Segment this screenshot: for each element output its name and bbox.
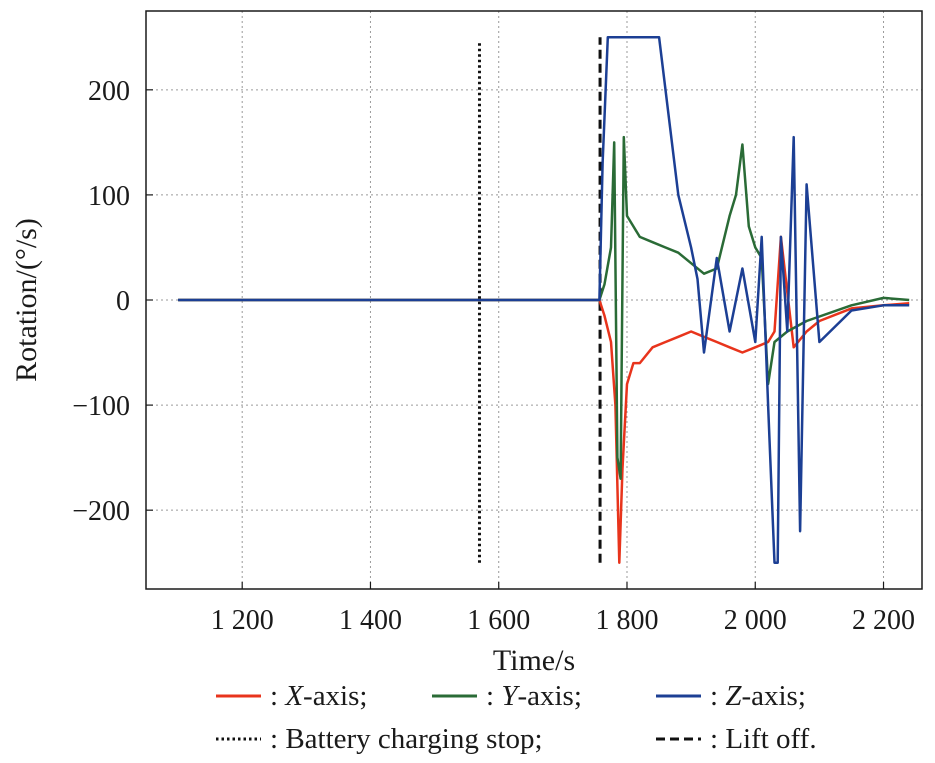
legend-entry: : X-axis;: [216, 680, 367, 712]
y-axis-label: Rotation/(°/s): [10, 218, 43, 382]
y-tick-label: −200: [72, 496, 130, 527]
y-tick-label: 100: [88, 181, 130, 212]
x-axis-label: Time/s: [493, 644, 575, 677]
legend-entry: : Lift off.: [656, 723, 817, 755]
x-tick-label: 1 600: [467, 605, 530, 636]
legend-label: : Z-axis;: [710, 680, 806, 712]
legend-entry: : Z-axis;: [656, 680, 806, 712]
legend-label: : Battery charging stop;: [270, 723, 543, 755]
legend-entry: : Battery charging stop;: [216, 723, 543, 755]
series-line: [178, 36, 910, 564]
x-tick-label: 1 400: [339, 605, 402, 636]
data-series: [178, 36, 910, 564]
legend: : X-axis; : Y-axis; : Z-axis; : Battery cha…: [216, 680, 817, 755]
series-line: [178, 135, 910, 480]
x-tick-label: 2 000: [724, 605, 787, 636]
legend-label: : Y-axis;: [486, 680, 582, 712]
legend-entry: : Y-axis;: [432, 680, 582, 712]
axis-ticks: 1 200 1 400 1 600 1 800 2 000 2 200 200 100 0 −10…: [72, 76, 915, 636]
x-tick-label: 1 200: [211, 605, 274, 636]
event-markers: [477, 37, 602, 563]
y-tick-label: 200: [88, 76, 130, 107]
y-tick-label: −100: [72, 391, 130, 422]
legend-label: : X-axis;: [270, 680, 367, 712]
x-tick-label: 2 200: [852, 605, 915, 636]
legend-label: : Lift off.: [710, 723, 817, 755]
x-tick-label: 1 800: [595, 605, 658, 636]
y-tick-label: 0: [116, 286, 130, 317]
